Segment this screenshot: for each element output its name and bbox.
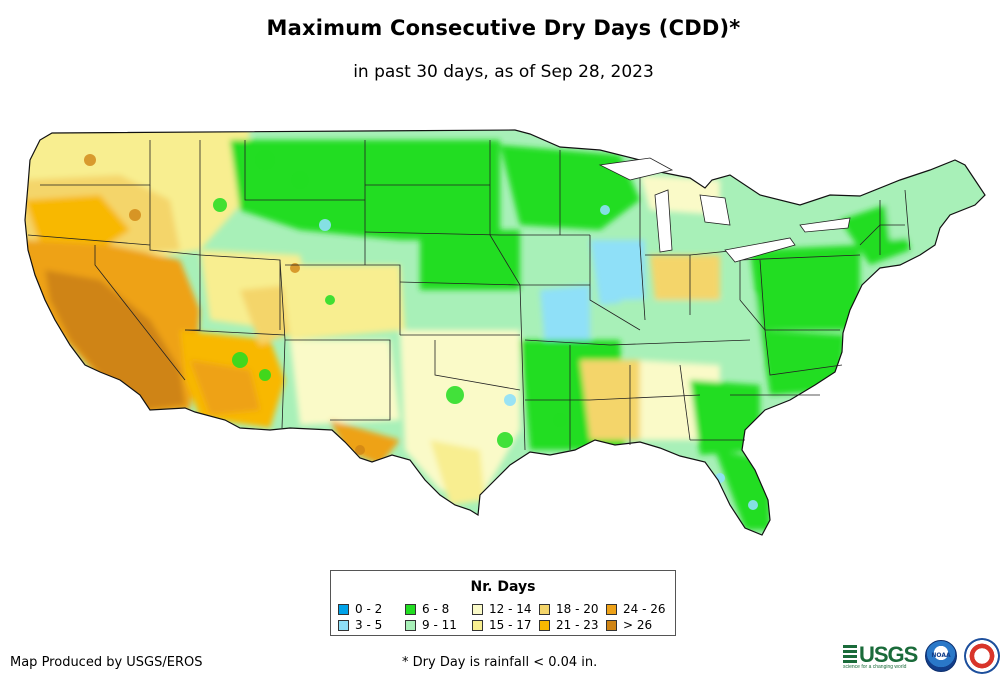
legend-swatch bbox=[606, 604, 617, 615]
legend-swatch bbox=[606, 620, 617, 631]
legend-item-0-2: 0 - 2 bbox=[338, 603, 382, 615]
legend-item-gt-26: > 26 bbox=[606, 619, 652, 631]
legend-item-3-5: 3 - 5 bbox=[338, 619, 382, 631]
usgs-wave-icon bbox=[843, 645, 857, 665]
legend-item-18-20: 18 - 20 bbox=[539, 603, 599, 615]
legend-item-15-17: 15 - 17 bbox=[472, 619, 532, 631]
noaa-logo-text: NOAA bbox=[931, 652, 951, 659]
map-subtitle: in past 30 days, as of Sep 28, 2023 bbox=[353, 62, 654, 82]
great-lakes bbox=[598, 157, 851, 263]
legend-item-12-14: 12 - 14 bbox=[472, 603, 532, 615]
legend-label: > 26 bbox=[623, 618, 653, 632]
legend-label: 15 - 17 bbox=[489, 618, 532, 632]
legend-label: 24 - 26 bbox=[623, 602, 666, 616]
legend-swatch bbox=[539, 620, 550, 631]
legend-item-6-8: 6 - 8 bbox=[405, 603, 449, 615]
usgs-logo-text: USGS bbox=[859, 642, 918, 667]
legend-swatch bbox=[405, 620, 416, 631]
map-title: Maximum Consecutive Dry Days (CDD)* bbox=[266, 16, 741, 40]
legend-title: Nr. Days bbox=[470, 579, 536, 595]
legend-swatch bbox=[405, 604, 416, 615]
legend-item-21-23: 21 - 23 bbox=[539, 619, 599, 631]
legend-swatch bbox=[472, 604, 483, 615]
nws-logo bbox=[964, 638, 1000, 674]
usgs-tagline: science for a changing world bbox=[843, 664, 907, 670]
legend-label: 9 - 11 bbox=[422, 618, 457, 632]
legend-swatch bbox=[338, 604, 349, 615]
legend-swatch bbox=[539, 604, 550, 615]
state-boundaries bbox=[24, 129, 986, 536]
legend-label: 12 - 14 bbox=[489, 602, 532, 616]
legend-label: 0 - 2 bbox=[355, 602, 383, 616]
legend: Nr. Days 0 - 2 3 - 5 6 - 8 9 - 11 12 - 1… bbox=[330, 570, 676, 636]
legend-item-24-26: 24 - 26 bbox=[606, 603, 666, 615]
legend-swatch bbox=[338, 620, 349, 631]
legend-label: 21 - 23 bbox=[556, 618, 599, 632]
legend-item-9-11: 9 - 11 bbox=[405, 619, 457, 631]
legend-label: 6 - 8 bbox=[422, 602, 450, 616]
legend-label: 18 - 20 bbox=[556, 602, 599, 616]
credit-text: Map Produced by USGS/EROS bbox=[10, 655, 203, 670]
legend-swatch bbox=[472, 620, 483, 631]
legend-label: 3 - 5 bbox=[355, 618, 383, 632]
footnote-text: * Dry Day is rainfall < 0.04 in. bbox=[402, 655, 598, 670]
usgs-logo: USGS science for a changing world bbox=[843, 642, 918, 670]
noaa-logo: NOAA bbox=[925, 640, 957, 672]
